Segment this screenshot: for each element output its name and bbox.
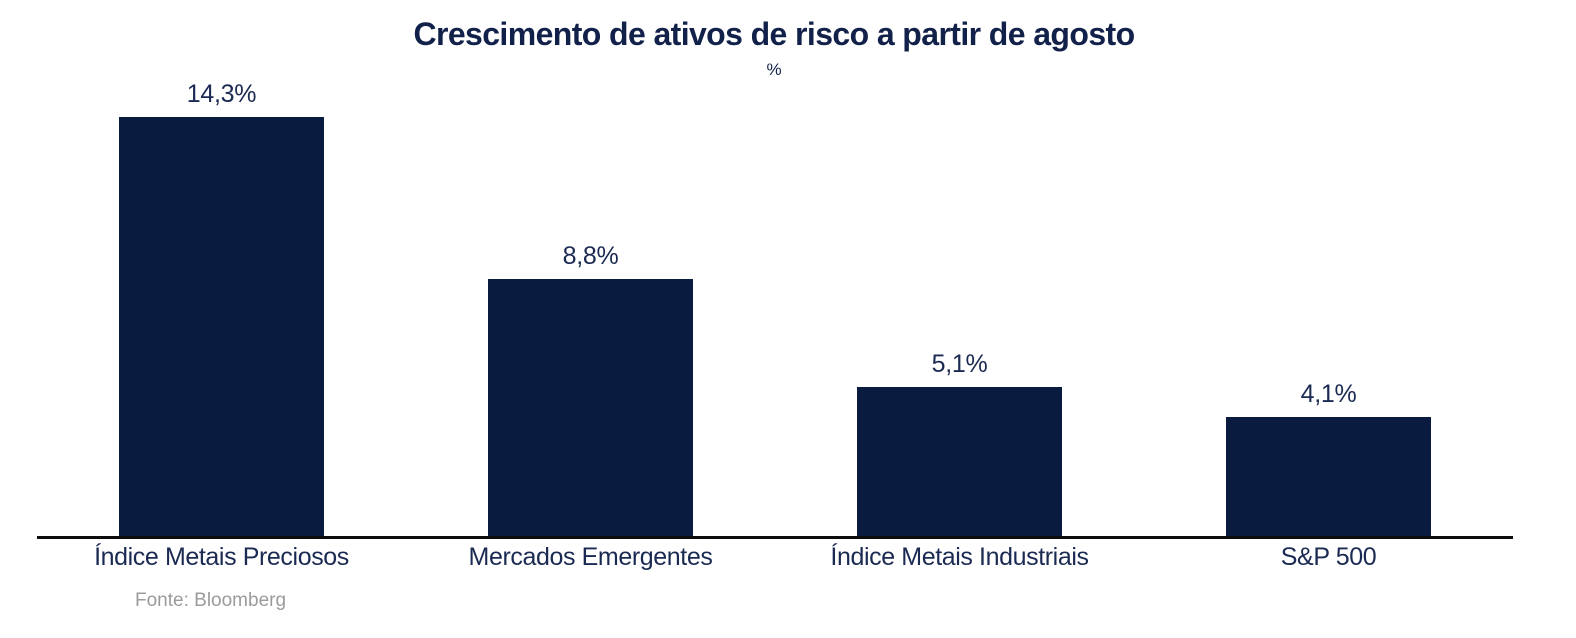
bar-value-label: 4,1% [1300,380,1357,408]
bar-slot: 5,1% [775,117,1144,537]
bar-value-label: 8,8% [562,242,619,270]
x-axis-label: Índice Metais Industriais [830,543,1089,571]
x-axis-line [37,536,1513,539]
bar-value-label: 14,3% [186,80,257,108]
plot-area: 14,3% 8,8% 5,1% 4,1% [37,80,1513,537]
bar [119,117,324,537]
bar-slot: 8,8% [406,117,775,537]
chart-subtitle-percent: % [766,60,782,79]
bar-slot: 14,3% [37,80,406,537]
x-axis-label: Índice Metais Preciosos [94,543,349,571]
bar [488,279,693,537]
bar-slot: 4,1% [1144,117,1513,537]
x-axis-labels: Índice Metais Preciosos Mercados Emergent… [37,543,1513,572]
x-axis-label: Mercados Emergentes [468,543,713,571]
bar [1226,417,1431,537]
bar [857,387,1062,537]
chart-title: Crescimento de ativos de risco a partir … [413,16,1135,52]
bar-value-label: 5,1% [931,350,988,378]
x-axis-label: S&P 500 [1280,543,1377,571]
source-note: Fonte: Bloomberg [135,590,287,611]
